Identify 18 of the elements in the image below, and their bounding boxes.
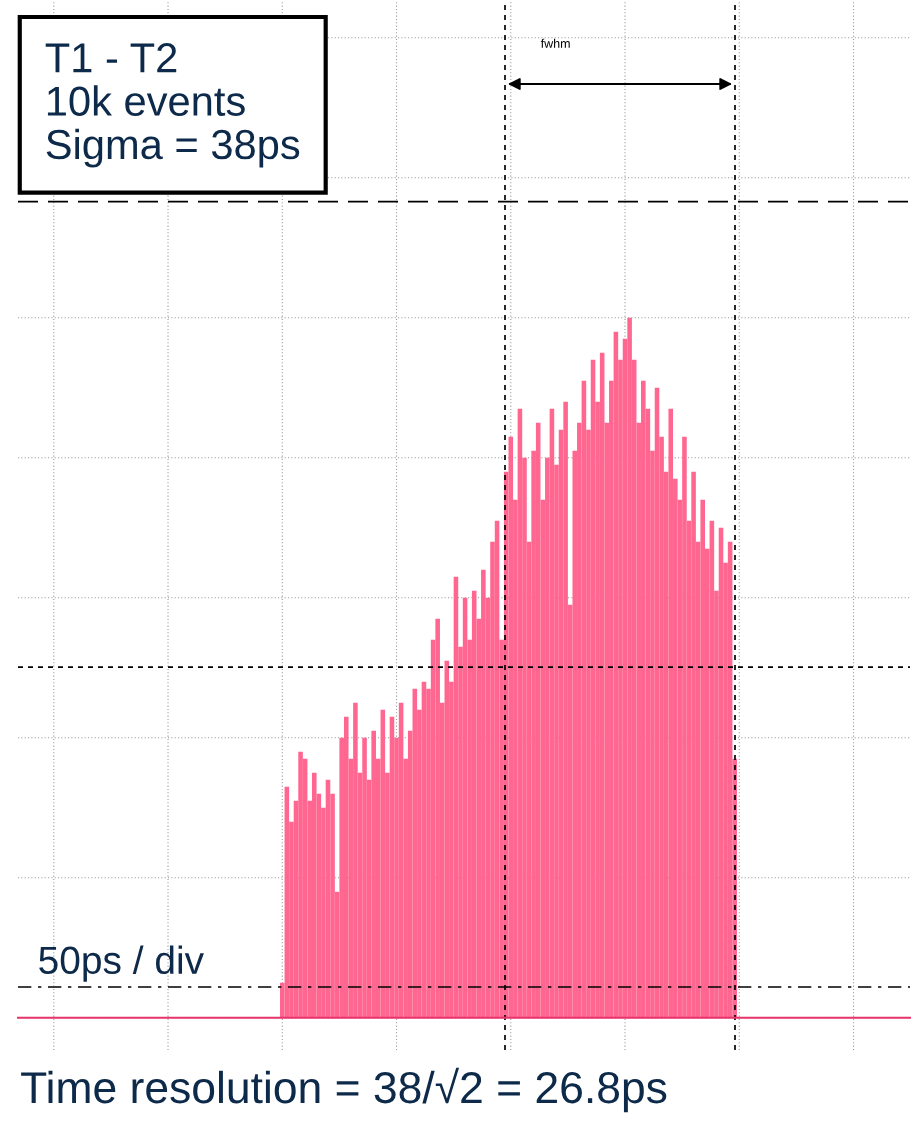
bar [700,499,706,1018]
bar [362,737,367,1018]
text: T1 - T2 10k events Sigma = 38ps [45,43,300,168]
bar [508,436,514,1018]
text: fwhm [540,38,570,48]
text: Time resolution = 38/√2 = 26.8ps [21,1067,667,1113]
bar [298,751,303,1018]
bar [682,436,687,1018]
text: 50ps / div [39,945,204,982]
bar [353,702,358,1018]
bar [691,471,696,1018]
bar [471,590,477,1018]
bar [563,401,568,1018]
bar [627,317,632,1018]
bar [311,772,317,1018]
bar [481,569,486,1018]
bar [668,408,674,1018]
bar [343,716,349,1018]
